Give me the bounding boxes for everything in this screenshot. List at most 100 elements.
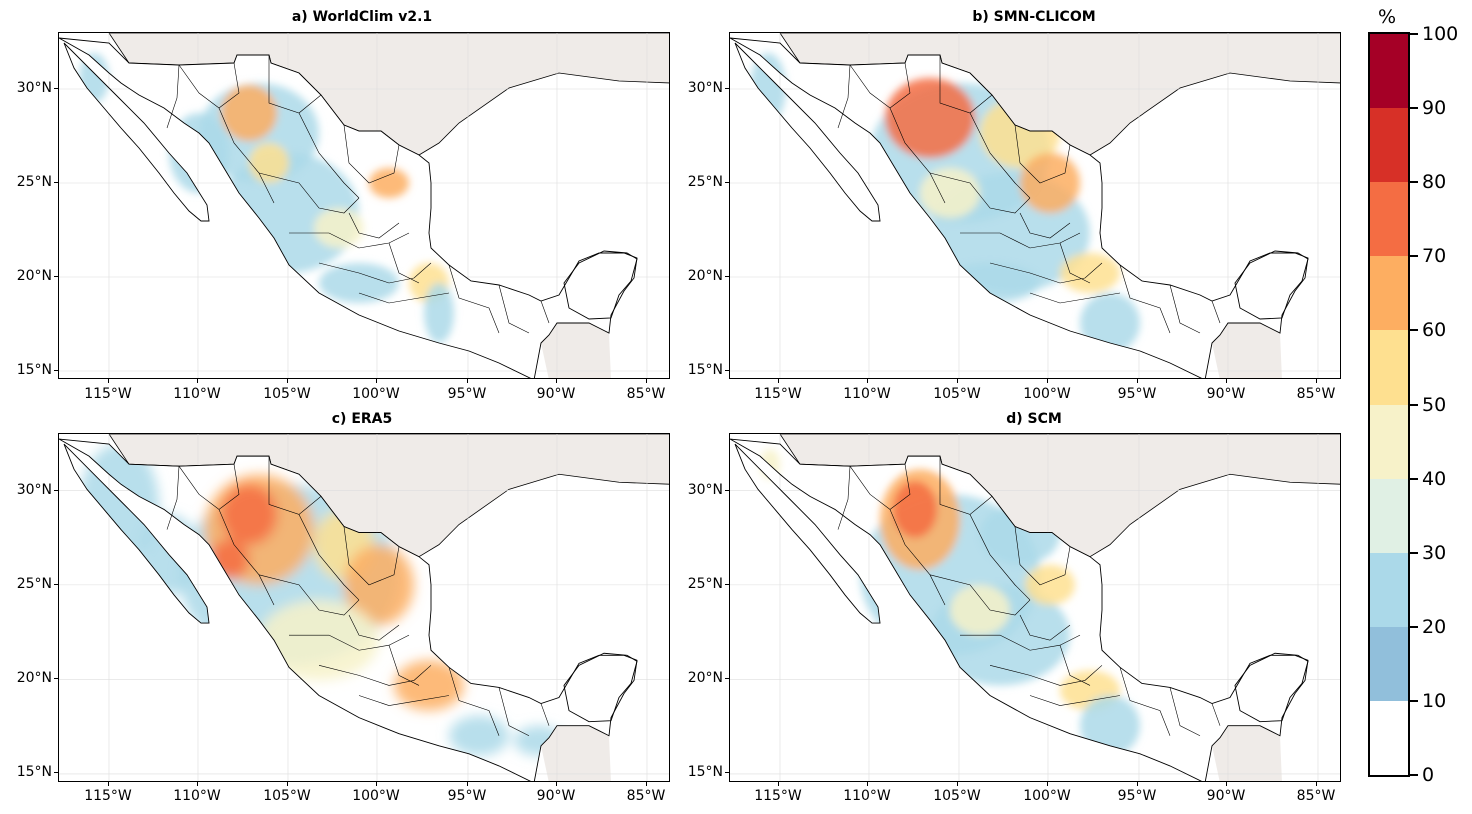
lon-label: 110°W xyxy=(843,386,891,402)
panel-title-c: c) ERA5 xyxy=(331,411,393,427)
lon-label: 95°W xyxy=(1117,788,1157,804)
lon-tick xyxy=(957,379,958,383)
lon-tick xyxy=(1137,379,1138,383)
state-border xyxy=(1014,124,1071,184)
lat-label: 25°N xyxy=(16,576,52,592)
percent-region xyxy=(424,283,454,343)
colorbar-tick xyxy=(1410,329,1418,332)
percent-region xyxy=(950,584,1010,636)
state-border xyxy=(939,55,993,114)
state-border xyxy=(1059,242,1091,284)
central-america-land xyxy=(1212,323,1282,378)
percent-region xyxy=(893,481,937,538)
colorbar xyxy=(1368,32,1410,777)
state-border xyxy=(799,463,911,510)
state-border xyxy=(498,687,530,736)
state-border xyxy=(889,509,946,606)
lat-label: 30°N xyxy=(687,80,723,96)
state-border xyxy=(258,172,360,214)
lon-tick xyxy=(1137,782,1138,786)
state-border xyxy=(343,124,400,184)
state-border xyxy=(358,695,450,706)
lon-tick xyxy=(556,782,557,786)
state-border xyxy=(837,64,851,129)
colorbar-label: 80 xyxy=(1422,171,1447,194)
lat-label: 25°N xyxy=(687,174,723,190)
state-border xyxy=(388,242,420,284)
state-border xyxy=(1059,645,1091,686)
lon-label: 95°W xyxy=(447,788,487,804)
lon-tick xyxy=(556,379,557,383)
state-border xyxy=(989,665,1103,686)
lat-label: 15°N xyxy=(687,362,723,378)
coastline xyxy=(734,443,881,624)
percent-region xyxy=(394,660,464,711)
percent-region xyxy=(1025,564,1075,605)
colorbar-segment xyxy=(1370,108,1408,184)
lat-label: 15°N xyxy=(16,362,52,378)
lon-tick xyxy=(467,782,468,786)
percent-region xyxy=(1060,253,1120,293)
lon-tick xyxy=(957,782,958,786)
lat-tick xyxy=(725,678,729,679)
colorbar-unit: % xyxy=(1378,6,1397,28)
yucatan xyxy=(564,251,637,319)
state-border xyxy=(128,463,240,510)
lat-label: 30°N xyxy=(687,482,723,498)
lon-label: 110°W xyxy=(173,788,221,804)
state-border xyxy=(540,300,550,324)
lon-label: 100°W xyxy=(1023,788,1071,804)
state-border xyxy=(969,112,1031,199)
lon-label: 105°W xyxy=(263,788,311,804)
percent-region xyxy=(885,78,975,158)
coastline xyxy=(63,443,210,624)
colorbar-tick xyxy=(1410,107,1418,110)
lon-label: 90°W xyxy=(1206,788,1246,804)
lon-label: 95°W xyxy=(1117,386,1157,402)
percent-region xyxy=(449,715,509,756)
state-border xyxy=(1169,284,1201,334)
lat-tick xyxy=(725,584,729,585)
lon-label: 95°W xyxy=(447,386,487,402)
lat-tick xyxy=(725,370,729,371)
lat-label: 20°N xyxy=(16,268,52,284)
colorbar-tick xyxy=(1410,699,1418,702)
percent-region xyxy=(920,168,980,218)
map-svg-d xyxy=(730,434,1340,781)
state-border xyxy=(1029,695,1121,706)
central-america-land xyxy=(1212,725,1282,781)
colorbar-segment xyxy=(1370,256,1408,332)
lon-label: 85°W xyxy=(1296,788,1336,804)
state-border xyxy=(318,665,432,686)
state-border xyxy=(540,703,550,726)
state-border xyxy=(1029,292,1121,304)
map-svg-c xyxy=(59,434,669,781)
percent-field-c xyxy=(79,444,564,756)
lon-tick xyxy=(108,782,109,786)
panel-title-b: b) SMN-CLICOM xyxy=(972,9,1096,25)
state-border xyxy=(1211,300,1221,324)
coastline xyxy=(734,42,881,222)
state-border xyxy=(268,456,322,515)
lon-tick xyxy=(1226,782,1227,786)
percent-region xyxy=(1080,695,1140,756)
lon-tick xyxy=(646,379,647,383)
state-border xyxy=(960,634,1081,651)
state-border xyxy=(939,456,993,515)
lon-label: 110°W xyxy=(843,788,891,804)
map-panel-d xyxy=(729,433,1341,782)
colorbar-segment xyxy=(1370,626,1408,702)
state-border xyxy=(218,509,275,606)
lon-label: 85°W xyxy=(1296,386,1336,402)
central-america-land xyxy=(541,323,611,378)
coastline xyxy=(563,652,638,723)
lon-tick xyxy=(197,782,198,786)
lon-label: 110°W xyxy=(173,386,221,402)
lon-tick xyxy=(1226,379,1227,383)
state-border xyxy=(1014,526,1071,586)
lon-tick xyxy=(778,379,779,383)
lat-tick xyxy=(725,182,729,183)
state-border xyxy=(1211,703,1221,726)
state-border xyxy=(448,264,500,334)
lon-tick xyxy=(1047,379,1048,383)
